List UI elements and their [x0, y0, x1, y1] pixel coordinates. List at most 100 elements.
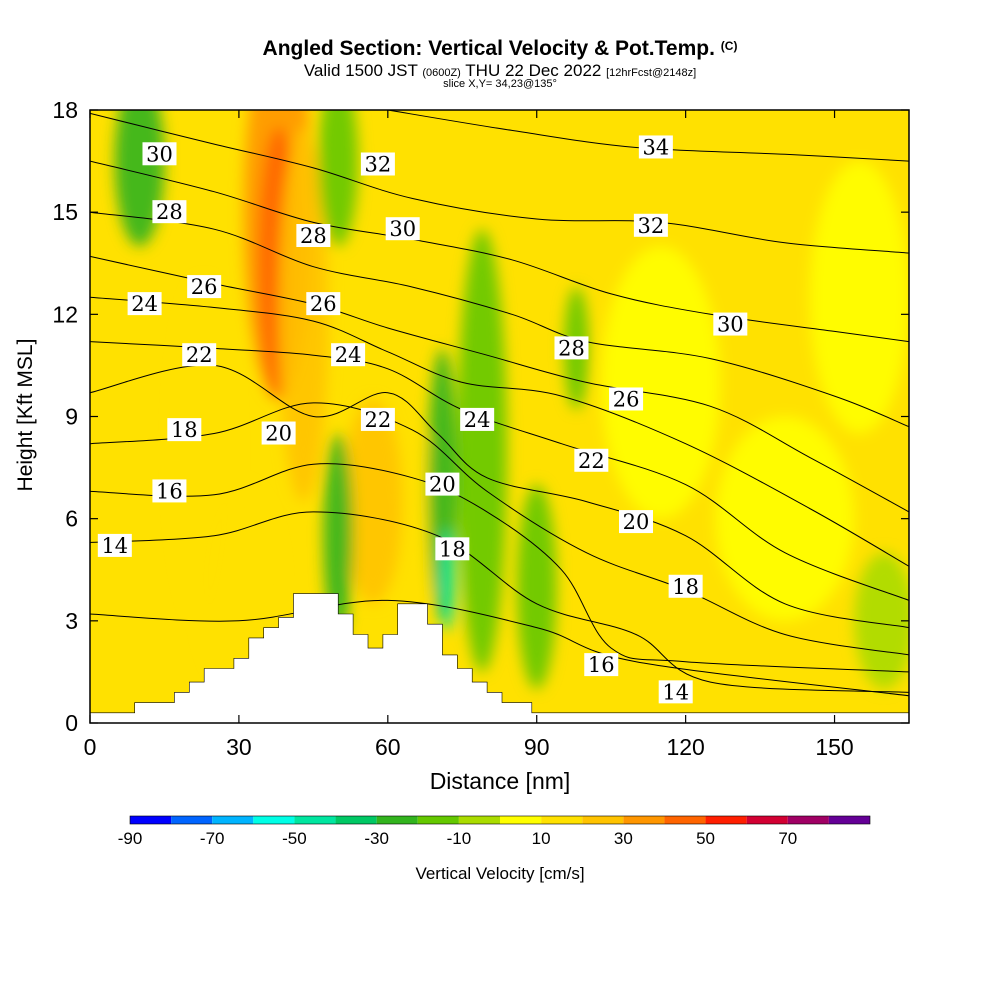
- colorbar-swatch: [294, 816, 336, 824]
- colorbar-swatch: [212, 816, 254, 824]
- svg-text:20: 20: [623, 510, 650, 534]
- contour-label: 26: [306, 292, 341, 316]
- contour-label: 28: [296, 224, 331, 248]
- colorbar-label: Vertical Velocity [cm/s]: [415, 864, 585, 883]
- svg-text:28: 28: [300, 224, 327, 248]
- svg-text:26: 26: [613, 387, 640, 411]
- svg-text:14: 14: [662, 680, 689, 704]
- colorbar-swatch: [582, 816, 624, 824]
- svg-text:16: 16: [588, 653, 615, 677]
- contour-label: 24: [460, 407, 495, 432]
- velocity-patch: [715, 416, 855, 621]
- svg-text:28: 28: [558, 336, 585, 360]
- isentropes: [90, 110, 909, 697]
- colorbar-tick-label: 30: [614, 829, 633, 848]
- velocity-patch: [343, 399, 403, 604]
- colorbar-tick-label: 10: [532, 829, 551, 848]
- y-tick-label: 18: [52, 97, 78, 123]
- contour-label: 20: [425, 472, 460, 497]
- colorbar-swatch: [335, 816, 377, 824]
- contour-label: 28: [554, 336, 589, 360]
- svg-text:24: 24: [464, 408, 491, 432]
- valid-time: Valid 1500 JST: [303, 61, 418, 80]
- contour-label: 30: [713, 312, 748, 337]
- isentrope-24: [90, 296, 909, 567]
- svg-text:26: 26: [191, 275, 218, 299]
- isentrope-14: [90, 511, 909, 693]
- isentrope-16: [90, 463, 909, 673]
- velocity-patch: [601, 246, 721, 519]
- slice-info: slice X,Y= 34,23@135°: [443, 78, 557, 90]
- x-tick-label: 120: [666, 734, 704, 760]
- svg-text:14: 14: [101, 534, 128, 558]
- isentrope-26: [90, 255, 909, 513]
- velocity-patch: [854, 552, 909, 689]
- colorbar-swatch: [376, 816, 418, 824]
- svg-text:22: 22: [186, 343, 213, 367]
- contour-label: 34: [638, 135, 673, 159]
- isentrope-28: [90, 211, 909, 428]
- svg-text:20: 20: [265, 422, 292, 446]
- contour-label: 14: [658, 680, 693, 704]
- contour-label: 32: [633, 213, 668, 238]
- contour-label: 26: [187, 275, 222, 299]
- colorbar-swatch: [664, 816, 706, 824]
- isentrope-30: [90, 160, 909, 343]
- colorbar-swatch: [458, 816, 500, 824]
- colorbar-tick-label: 70: [778, 829, 797, 848]
- contour-label: 18: [167, 418, 202, 442]
- axes: 0 30 60 90 120 150 0 3 6 9 12 15 18: [52, 97, 909, 760]
- contour-labels: 30 28 26 24 22 18 16 14 20 28 26 24 32 30 22 24 20 18 28 26…: [97, 135, 748, 704]
- isentrope-12: [90, 599, 909, 697]
- colorbar: -90 -70 -50 -30 -10 10 30 50 70: [118, 815, 871, 848]
- colorbar-tick-label: -30: [364, 829, 389, 848]
- y-tick-label: 12: [52, 301, 78, 327]
- svg-text:22: 22: [578, 449, 605, 473]
- x-tick-label: 0: [84, 734, 97, 760]
- contour-label: 32: [360, 152, 395, 176]
- colorbar-tick-label: 50: [696, 829, 715, 848]
- contour-label: 24: [127, 292, 162, 316]
- contour-label: 20: [261, 421, 296, 446]
- svg-text:24: 24: [131, 292, 158, 316]
- x-tick-label: 90: [524, 734, 550, 760]
- velocity-patch: [516, 484, 557, 689]
- svg-text:32: 32: [365, 152, 392, 176]
- chart-title: Angled Section: Vertical Velocity & Pot.…: [0, 37, 1000, 61]
- x-tick-label: 30: [226, 734, 252, 760]
- colorbar-tick-label: -50: [282, 829, 307, 848]
- isentrope-18: [90, 402, 909, 656]
- velocity-patch: [809, 161, 909, 434]
- x-tick-label: 150: [815, 734, 853, 760]
- chart-title-main: Angled Section: Vertical Velocity & Pot.…: [262, 37, 715, 60]
- colorbar-swatch: [130, 816, 172, 824]
- colorbar-tick-label: -90: [118, 829, 143, 848]
- svg-text:32: 32: [638, 214, 665, 238]
- valid-date: THU 22 Dec 2022: [465, 61, 602, 80]
- colorbar-swatch: [746, 816, 788, 824]
- contour-label: 30: [142, 142, 177, 166]
- svg-text:16: 16: [156, 479, 183, 503]
- velocity-patch: [278, 127, 329, 502]
- svg-text:34: 34: [642, 135, 669, 159]
- colorbar-swatch: [500, 816, 542, 824]
- contour-label: 26: [609, 387, 644, 411]
- contour-label: 16: [152, 479, 187, 503]
- svg-text:30: 30: [717, 313, 744, 337]
- contour-label: 30: [385, 217, 420, 241]
- y-tick-label: 15: [52, 199, 78, 225]
- isentrope-32: [90, 112, 909, 254]
- colorbar-swatch: [171, 816, 213, 824]
- y-tick-label: 9: [65, 404, 78, 430]
- svg-text:18: 18: [439, 537, 466, 561]
- chart-subtitle: Valid 1500 JST (0600Z) THU 22 Dec 2022 […: [0, 61, 1000, 81]
- contour-label: 24: [331, 343, 366, 367]
- y-tick-label: 0: [65, 710, 78, 736]
- colorbar-swatch: [253, 816, 295, 824]
- forecast-info: [12hrFcst@2148z]: [606, 67, 697, 79]
- velocity-patch: [318, 110, 359, 247]
- svg-text:18: 18: [171, 418, 198, 442]
- y-tick-label: 3: [65, 608, 78, 634]
- colorbar-swatch: [623, 816, 665, 824]
